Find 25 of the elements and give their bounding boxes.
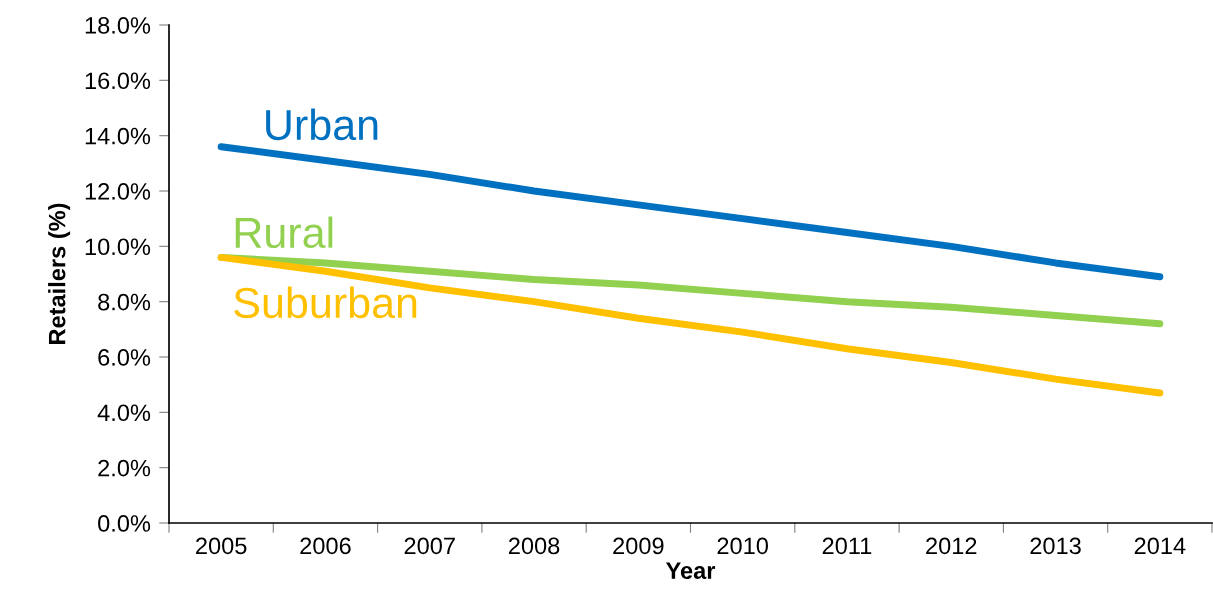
x-tick-label: 2007: [404, 537, 455, 555]
x-tick-label: 2013: [1030, 537, 1081, 555]
x-axis-title: Year: [665, 562, 716, 580]
x-tick-label: 2010: [717, 537, 768, 555]
x-tick-label: 2011: [822, 537, 872, 555]
x-tick-label: 2005: [196, 537, 247, 555]
y-tick-label: 0.0%: [98, 515, 151, 532]
y-tick-label: 8.0%: [98, 293, 151, 311]
y-axis-title: Retailers (%): [48, 203, 71, 344]
x-tick-label: 2009: [613, 537, 664, 555]
y-tick-label: 14.0%: [85, 127, 151, 145]
y-tick-label: 4.0%: [97, 404, 151, 422]
x-tick-label: 2012: [926, 537, 977, 555]
series-label: Suburban: [234, 286, 417, 319]
y-tick-label: 6.0%: [98, 349, 151, 366]
y-tick-label: 2.0%: [98, 459, 151, 477]
y-tick-label: 12.0%: [85, 183, 151, 200]
x-tick-label: 2014: [1134, 537, 1186, 555]
series-label: Urban: [266, 108, 378, 141]
x-tick-label: 2006: [300, 537, 351, 555]
y-tick-label: 10.0%: [85, 238, 151, 256]
y-tick-label: 16.0%: [85, 72, 151, 90]
series-label: Rural: [235, 216, 333, 249]
x-tick-label: 2008: [508, 537, 560, 555]
y-tick-label: 18.0%: [85, 17, 151, 34]
